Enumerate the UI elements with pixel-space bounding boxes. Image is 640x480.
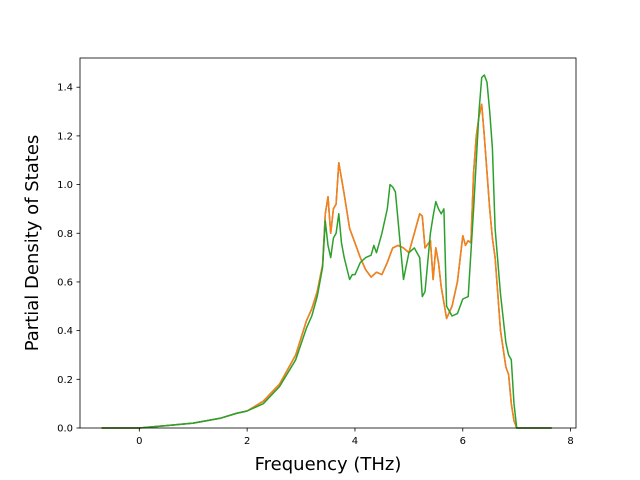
- plot-area-frame: [79, 57, 577, 429]
- y-tick-label: 0.6: [57, 277, 73, 288]
- y-tick-label: 1.0: [57, 180, 73, 191]
- y-tick-label: 0.0: [57, 424, 73, 435]
- x-axis-ticks: 0 2 4 6 8: [136, 428, 574, 447]
- y-tick-label: 1.2: [57, 131, 73, 142]
- y-tick-label: 0.2: [57, 375, 73, 386]
- series-line-2: [101, 103, 552, 429]
- y-tick-label: 1.4: [57, 83, 73, 94]
- series-layer: [101, 74, 552, 429]
- x-tick-label: 0: [136, 436, 142, 447]
- y-tick-label: 0.8: [57, 229, 73, 240]
- y-tick-label: 0.4: [57, 326, 73, 337]
- y-axis-ticks: 0.0 0.2 0.4 0.6 0.8 1.0 1.2 1.4: [57, 83, 80, 435]
- y-axis-label: Partial Density of States: [22, 135, 43, 352]
- x-axis-label: Frequency (THz): [255, 454, 402, 475]
- x-tick-label: 8: [567, 436, 573, 447]
- x-tick-label: 2: [244, 436, 250, 447]
- series-line-3: [101, 74, 552, 429]
- x-tick-label: 4: [352, 436, 358, 447]
- x-tick-label: 6: [460, 436, 466, 447]
